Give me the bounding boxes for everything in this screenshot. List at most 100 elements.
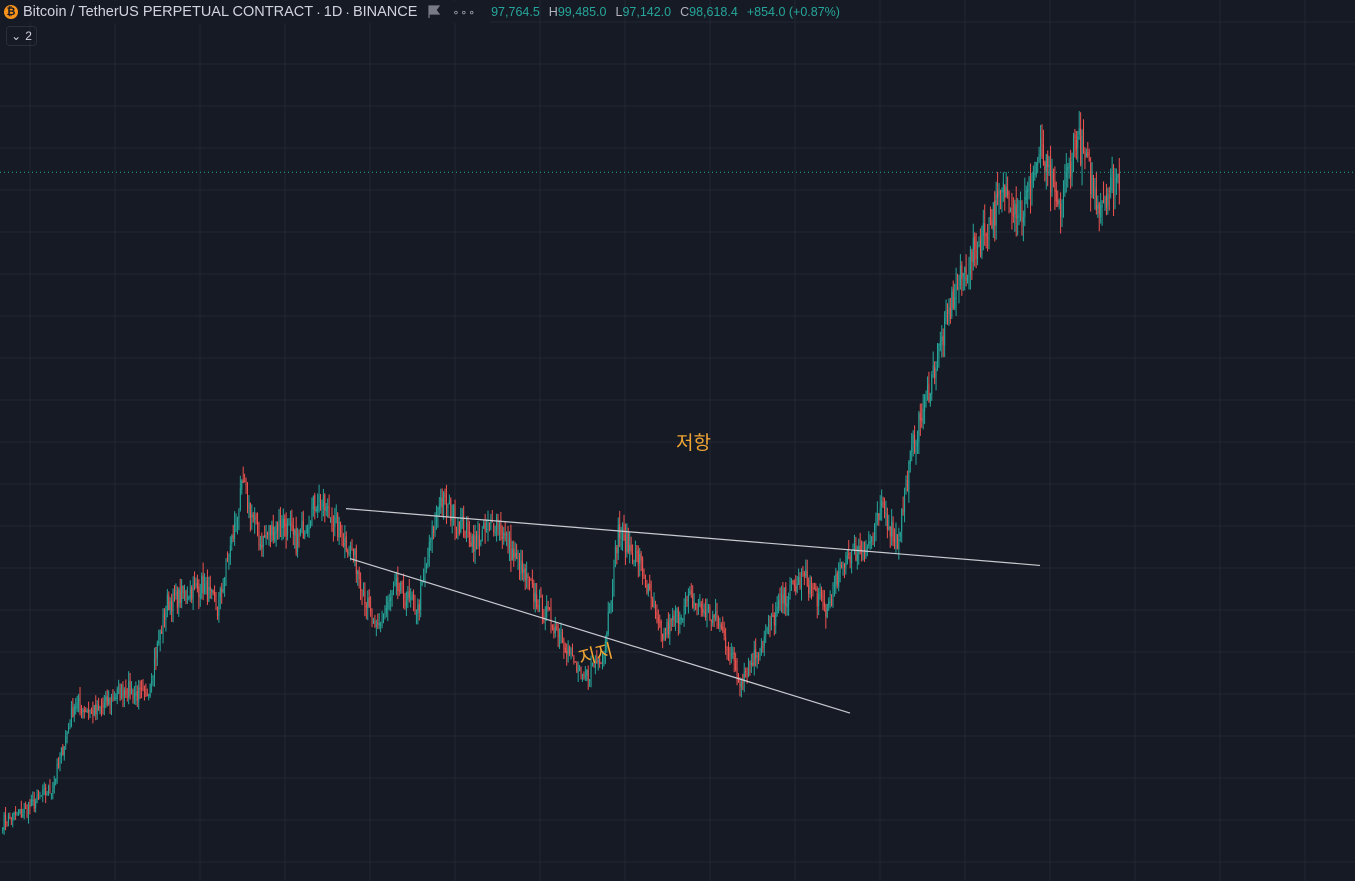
candle-body	[845, 563, 847, 568]
candle-body	[400, 583, 402, 591]
candle-body	[1090, 162, 1092, 195]
candle-body	[1082, 134, 1084, 151]
candle-body	[776, 606, 778, 613]
interval-label[interactable]: 1D	[323, 4, 343, 20]
candle-body	[257, 517, 259, 534]
candle-body	[748, 662, 750, 676]
candle-body	[616, 547, 618, 554]
candle-body	[123, 689, 125, 699]
candle-body	[139, 687, 141, 689]
candle-body	[873, 527, 875, 535]
candle-body	[428, 541, 430, 558]
candle-body	[974, 236, 976, 250]
candle-body	[105, 696, 107, 702]
candle-body	[662, 633, 664, 640]
candle-body	[669, 618, 671, 635]
candle-body	[790, 582, 792, 584]
candle-body	[348, 552, 350, 554]
candle-body	[361, 589, 363, 597]
candle-body	[809, 580, 811, 594]
candle-body	[564, 647, 566, 653]
candle-body	[497, 518, 499, 530]
candle-body	[875, 517, 877, 529]
candle-body	[95, 704, 97, 714]
candle-body	[311, 506, 313, 526]
candle-body	[265, 535, 267, 539]
candle-body	[474, 535, 476, 553]
candle-body	[195, 583, 197, 586]
candle-body	[241, 481, 243, 490]
candle-body	[732, 652, 734, 654]
candle-body	[93, 705, 95, 715]
candle-body	[878, 513, 880, 521]
more-options-icon[interactable]: ∘∘∘	[452, 6, 477, 19]
candle-body	[484, 522, 486, 532]
candle-body	[919, 413, 921, 421]
candle-body	[477, 534, 479, 541]
candle-body	[198, 586, 200, 597]
candle-body	[1060, 203, 1062, 218]
candle-body	[12, 813, 14, 820]
candle-body	[351, 544, 353, 551]
candle-body	[580, 667, 582, 675]
candle-body	[1074, 134, 1076, 139]
candle-body	[520, 561, 522, 575]
candle-body	[188, 598, 190, 600]
candle-body	[788, 597, 790, 605]
candle-body	[385, 607, 387, 613]
candle-body	[782, 594, 784, 604]
candle-body	[868, 541, 870, 547]
candle-body	[738, 673, 740, 678]
candle-body	[1008, 196, 1010, 213]
candle-body	[457, 523, 459, 527]
symbol-title[interactable]: Bitcoin / TetherUS PERPETUAL CONTRACT	[23, 4, 314, 20]
candle-body	[1045, 154, 1047, 173]
candle-body	[113, 699, 115, 701]
candle-body	[382, 615, 384, 620]
candle-body	[468, 530, 470, 543]
candle-body	[526, 573, 528, 580]
candle-body	[189, 589, 191, 599]
candle-body	[556, 626, 558, 628]
candle-body	[506, 534, 508, 536]
candle-body	[282, 518, 284, 528]
candle-body	[886, 513, 888, 530]
candle-body	[1032, 173, 1034, 186]
candle-body	[186, 598, 188, 600]
candle-body	[440, 496, 442, 507]
candle-body	[831, 598, 833, 606]
candle-body	[132, 689, 134, 699]
candle-body	[829, 600, 831, 603]
resistance-annotation[interactable]: 저항	[676, 432, 711, 454]
candle-body	[1097, 204, 1099, 209]
candle-body	[368, 596, 370, 607]
candle-body	[534, 592, 536, 603]
candle-body	[543, 619, 545, 621]
candle-body	[155, 657, 157, 659]
candle-body	[657, 617, 659, 622]
candle-body	[865, 549, 867, 557]
candle-body	[1014, 203, 1016, 215]
candle-body	[1104, 197, 1106, 205]
candle-body	[710, 619, 712, 622]
symbol-title-box[interactable]: ₿ Bitcoin / TetherUS PERPETUAL CONTRACT …	[0, 1, 492, 23]
candle-body	[501, 536, 503, 539]
candle-body	[821, 591, 823, 597]
candle-body	[1105, 196, 1107, 209]
candle-body	[581, 673, 583, 676]
candle-body	[957, 286, 959, 290]
candle-body	[690, 590, 692, 595]
candle-body	[944, 317, 946, 346]
chart-legend: ₿ Bitcoin / TetherUS PERPETUAL CONTRACT …	[0, 1, 840, 23]
candle-body	[981, 234, 983, 257]
candle-body	[168, 595, 170, 611]
indicators-toggle-button[interactable]: ⌄ 2	[6, 26, 37, 46]
candle-body	[145, 691, 147, 694]
flag-icon[interactable]	[427, 5, 441, 19]
candle-body	[388, 599, 390, 601]
candle-body	[239, 488, 241, 510]
candle-body	[1115, 177, 1117, 182]
candle-body	[1108, 190, 1110, 192]
